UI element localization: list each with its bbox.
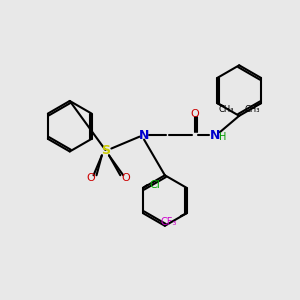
Text: O: O [86, 173, 95, 183]
Text: O: O [190, 109, 199, 119]
Text: N: N [139, 129, 149, 142]
Text: N: N [210, 129, 220, 142]
Text: Cl: Cl [149, 180, 160, 190]
Text: CH₃: CH₃ [218, 105, 234, 114]
Text: CF₃: CF₃ [161, 217, 177, 227]
Text: O: O [122, 173, 130, 183]
Text: H: H [219, 132, 226, 142]
Text: CH₃: CH₃ [244, 105, 260, 114]
Text: S: S [101, 143, 110, 157]
